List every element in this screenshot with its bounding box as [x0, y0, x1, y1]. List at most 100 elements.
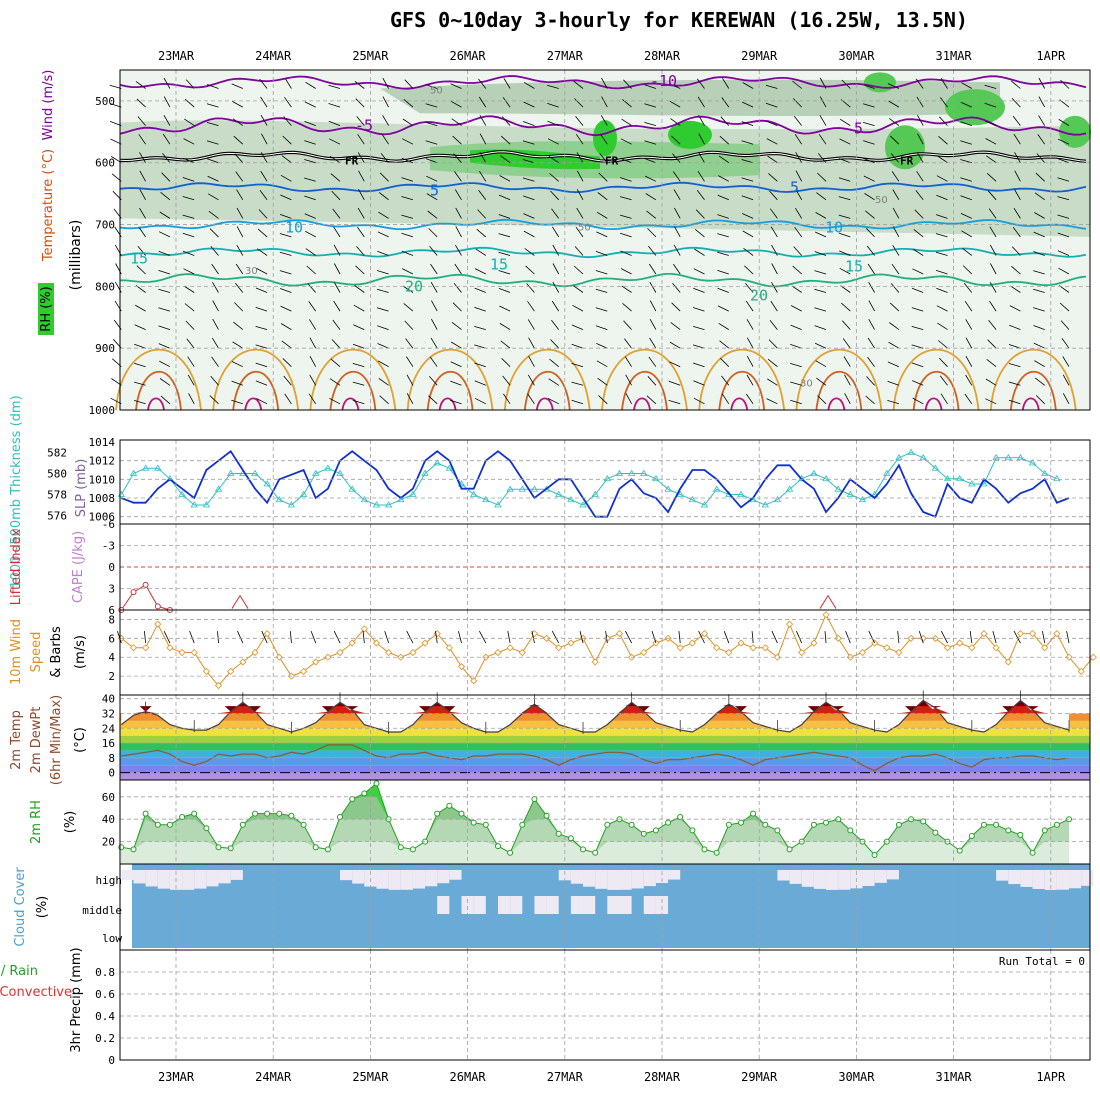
cloud-high-gap — [1008, 870, 1021, 885]
lifted-index-line-point — [154, 603, 161, 610]
wind-barb — [717, 251, 729, 256]
wind-barb — [1058, 119, 1070, 126]
wind-barb — [331, 339, 341, 349]
wind-barb — [960, 159, 972, 164]
wind-barb — [352, 381, 365, 386]
isotherm-label: -5 — [845, 120, 863, 138]
wind-barb — [256, 248, 268, 256]
wind-barb — [279, 233, 292, 238]
wind-barb — [502, 97, 511, 108]
wind-barb — [669, 100, 681, 108]
rh-shading-green-spot — [593, 120, 617, 156]
thickness-line-point — [482, 495, 490, 503]
slp-line — [120, 449, 1070, 518]
wind-barb — [766, 138, 778, 145]
cloud-middle-gap — [534, 896, 547, 914]
wind-barb — [814, 342, 827, 349]
cloud-high-gap — [388, 870, 401, 890]
rh-2m-line-point — [239, 821, 246, 828]
wind-barb — [184, 303, 195, 312]
wind-barb — [256, 268, 268, 275]
wind-barb — [889, 322, 900, 330]
wind-barb — [911, 287, 924, 293]
isotherm-20 — [119, 273, 1087, 288]
wind-barb — [255, 307, 268, 312]
isotherm-label: 10 — [825, 219, 843, 237]
isotherm-30 — [232, 370, 280, 411]
temp-tick: 24 — [102, 722, 116, 735]
wind-barb — [376, 270, 389, 275]
wind-barb — [1057, 214, 1070, 219]
isotherm-25 — [309, 348, 397, 411]
wind-speed-line-point — [725, 648, 733, 657]
rh-2m-line-point — [446, 802, 453, 809]
temp-tick: 16 — [102, 737, 115, 750]
surface-wind-barb — [217, 631, 219, 644]
wind-barb — [209, 395, 219, 405]
wind-barb — [402, 138, 414, 145]
wind-barb — [597, 192, 608, 201]
wind-barb — [376, 307, 389, 312]
wind-barb — [158, 307, 171, 312]
wind-barb — [1058, 267, 1070, 275]
wind-speed-line-point — [445, 644, 453, 652]
wind-barb — [596, 360, 608, 368]
wind-barb — [791, 285, 802, 293]
wind-barb — [207, 175, 219, 182]
wind-barb — [620, 232, 632, 238]
date-label-top: 25MAR — [352, 49, 389, 63]
wind-barb — [234, 302, 244, 312]
temp-peak-fill — [338, 709, 367, 714]
wind-barb — [450, 341, 462, 349]
rh-contour-label: 30 — [245, 266, 258, 277]
wind-barb — [843, 356, 851, 367]
wind-barb — [1057, 177, 1070, 182]
wind-barb — [234, 153, 244, 163]
wind-barb — [649, 300, 657, 312]
wind-barb — [718, 155, 730, 164]
wind-barb — [693, 397, 705, 405]
wind-barb — [936, 175, 948, 182]
temperature-axis-title: Temperature (°C) — [41, 149, 56, 262]
wind-barb — [721, 375, 730, 386]
wind-barb — [1059, 302, 1070, 312]
wind-speed-line-point — [688, 639, 696, 647]
wind-barb — [159, 211, 171, 219]
wind-barb — [402, 285, 414, 293]
wind-barb — [159, 360, 171, 368]
isotherm-30 — [718, 370, 766, 411]
cloud-middle-gap — [461, 896, 474, 914]
wind-barb — [620, 250, 632, 256]
wind-barb — [547, 398, 559, 405]
rh-2m-line-point — [166, 821, 173, 828]
wind-barb — [1062, 356, 1070, 367]
wind-barb — [231, 361, 243, 368]
wind-barb — [794, 226, 803, 238]
wind-speed-line-point — [263, 630, 271, 638]
thickness-line-point — [129, 469, 138, 476]
date-label-bottom: 23MAR — [158, 1070, 195, 1084]
precip-axis-title: 3hr Precip (mm) — [69, 947, 84, 1052]
wind-barb — [623, 320, 632, 330]
wind-barb — [452, 135, 462, 145]
wind-barb — [793, 115, 803, 126]
wind-barb — [671, 135, 681, 145]
temp-peak-fill — [1002, 706, 1015, 712]
wind-barb — [549, 358, 559, 368]
isotherm-35 — [827, 397, 846, 411]
thickness-line-point — [1041, 469, 1049, 476]
wind-barb — [134, 343, 146, 349]
wind-barb — [329, 155, 341, 164]
chart-title: GFS 0~10day 3-hourly for KEREWAN (16.25W… — [390, 8, 968, 32]
wind-speed-line-point — [992, 644, 1000, 652]
thickness-line-point — [737, 490, 745, 497]
surface-wind-barb — [144, 631, 147, 644]
wind-barb — [990, 263, 997, 275]
cloud-high-gap — [838, 870, 851, 890]
thickness-tick: 578 — [47, 489, 67, 502]
rh-shading-green-spot — [945, 89, 1005, 126]
wind-barb — [914, 209, 924, 219]
wind-barb — [357, 226, 365, 238]
wind-barb — [984, 84, 997, 89]
wind-barb — [697, 170, 705, 182]
